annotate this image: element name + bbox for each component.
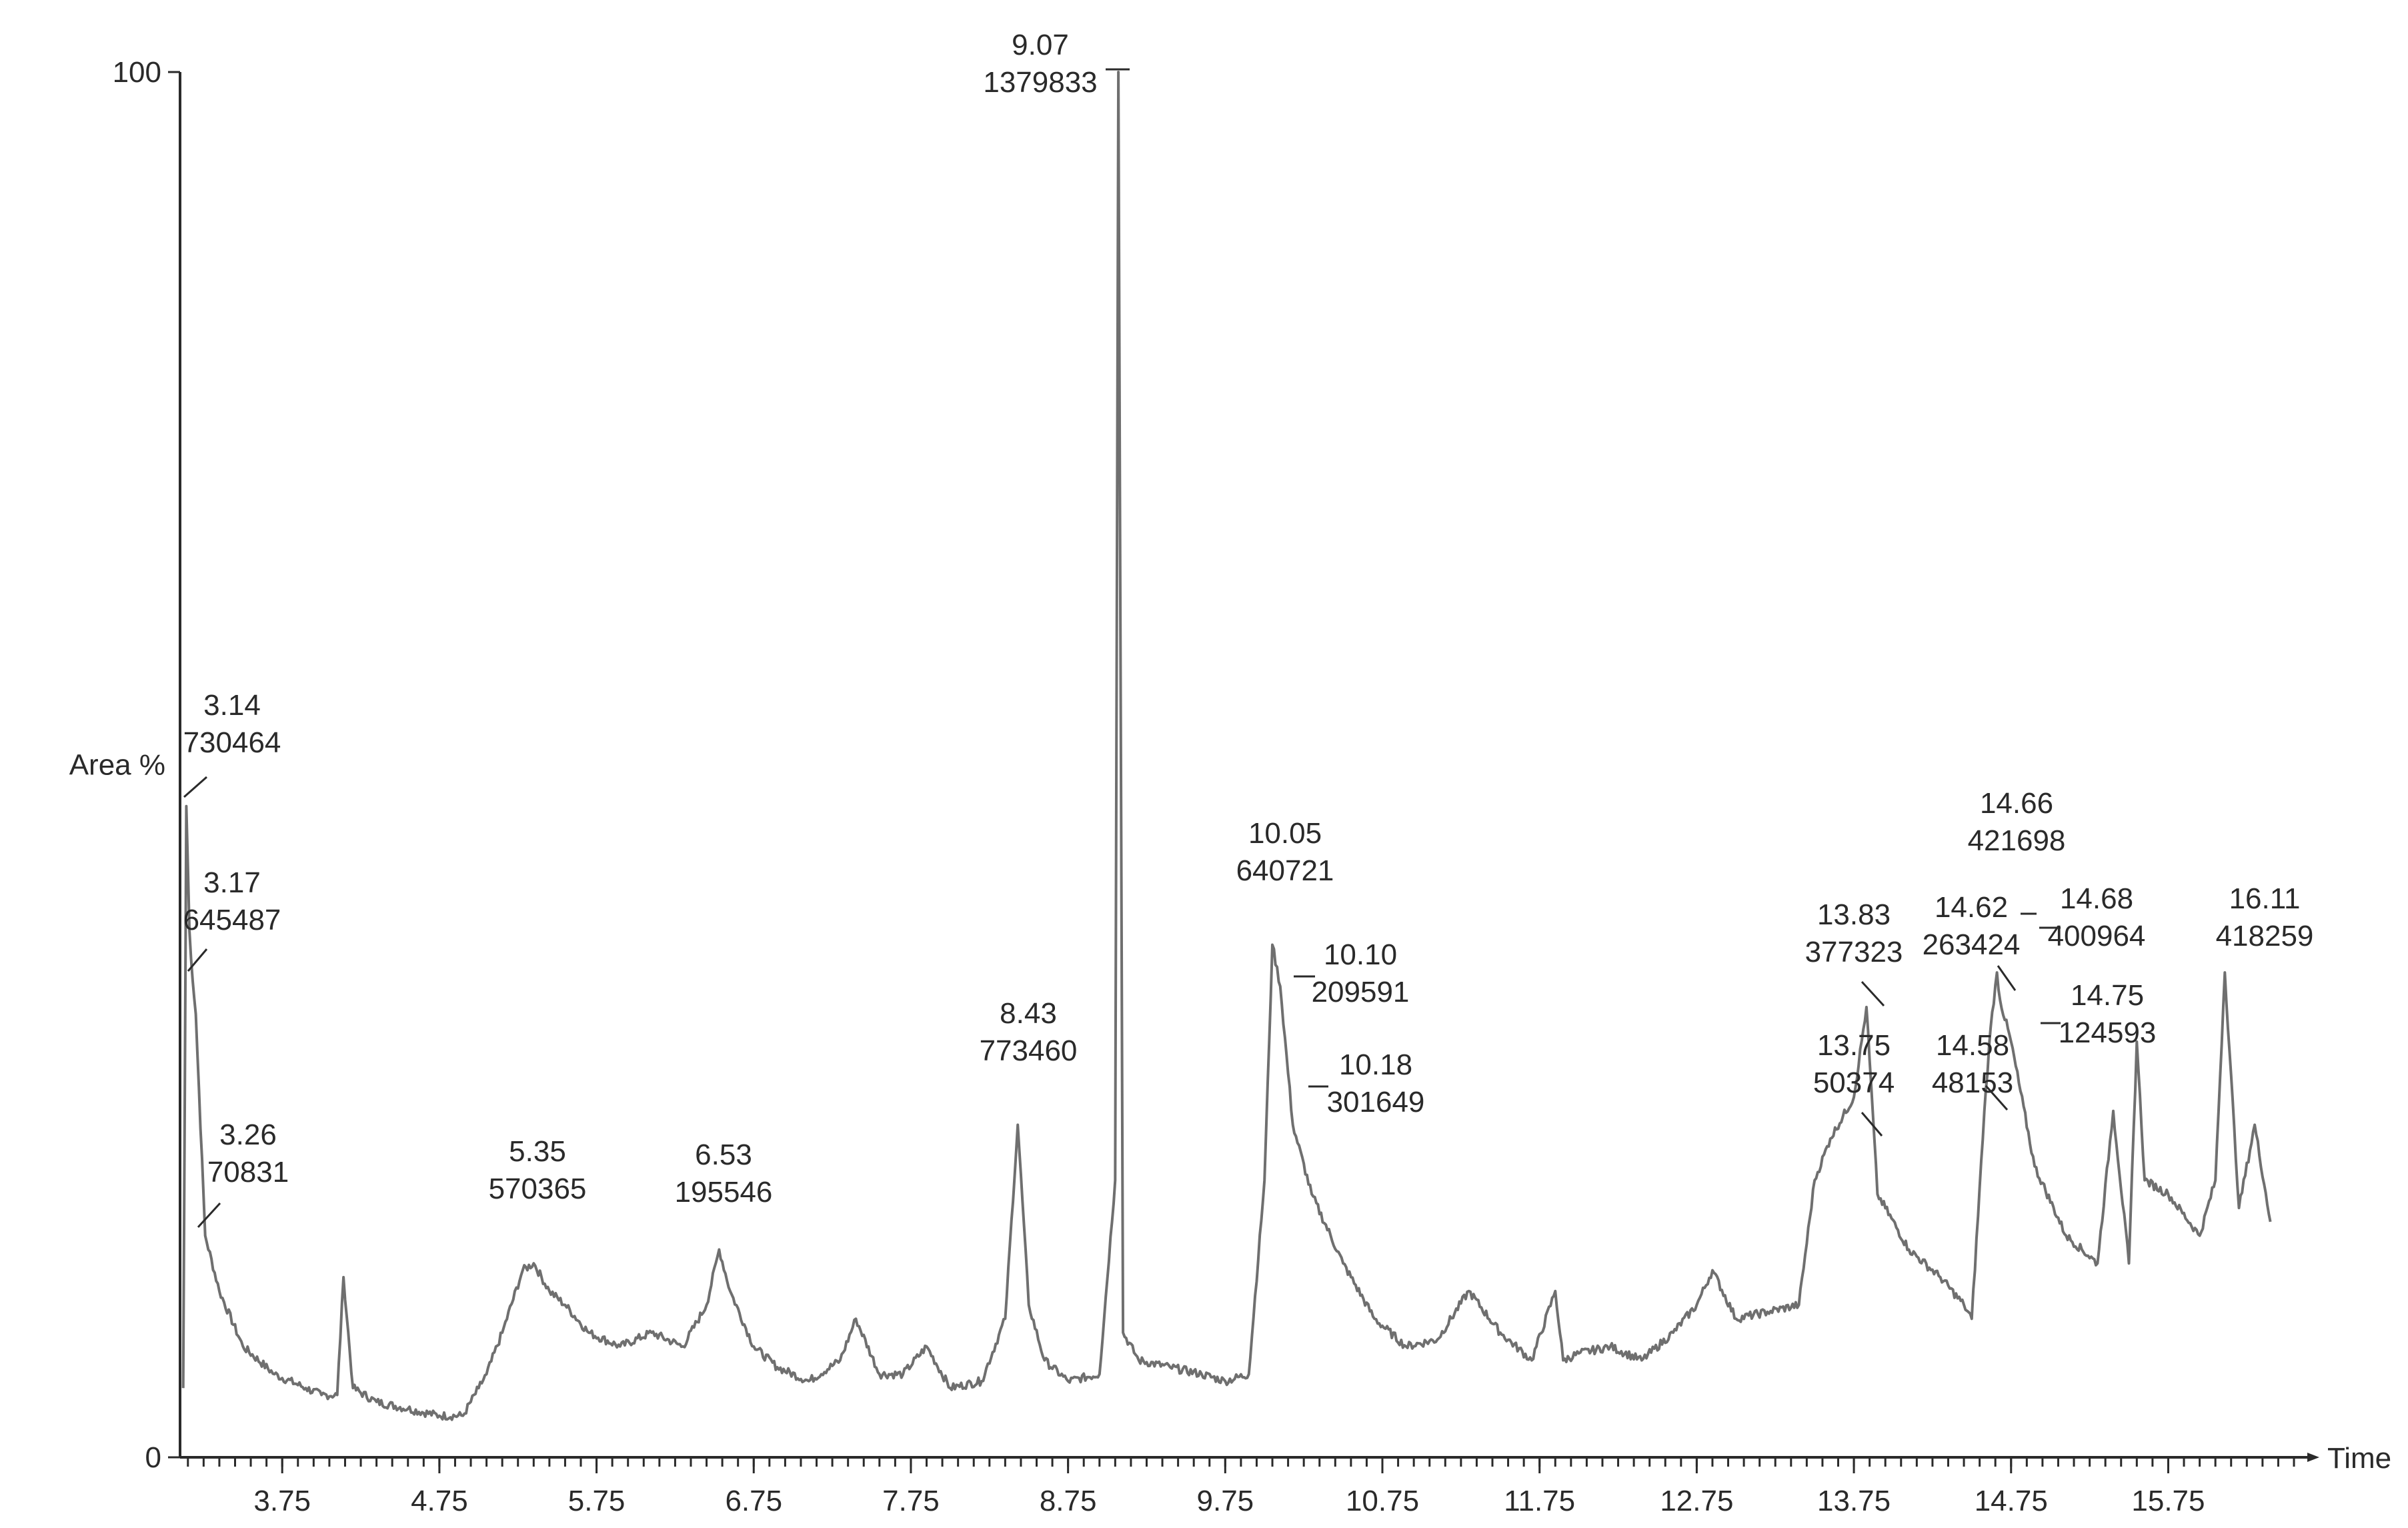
x-axis-arrowhead [2307, 1453, 2319, 1462]
peak-annotation: 14.66 421698 [1968, 787, 2066, 915]
peak-retention-time: 14.62 [1935, 891, 2008, 924]
peak-area-value: 209591 [1312, 976, 1410, 1008]
x-tick-label: 15.75 [2131, 1485, 2205, 1517]
peak-retention-time: 10.10 [1324, 938, 1397, 971]
x-minor-ticks [187, 1457, 2295, 1467]
peak-area-value: 124593 [2059, 1016, 2157, 1049]
peak-annotation: 9.07 1379833 [983, 29, 1130, 99]
x-tick-label: 13.75 [1817, 1485, 1891, 1517]
peak-retention-time: 3.14 [203, 689, 261, 722]
peak-annotation: 3.14 730464 [183, 689, 281, 798]
peak-retention-time: 8.43 [1000, 997, 1057, 1030]
peak-area-value: 418259 [2216, 920, 2314, 952]
peak-retention-time: 6.53 [695, 1138, 752, 1171]
peak-area-value: 48153 [1932, 1066, 2013, 1099]
peak-annotation: 13.83 377323 [1805, 898, 1903, 1007]
peak-leader-line [197, 1202, 221, 1229]
peak-retention-time: 14.66 [1980, 787, 2053, 820]
peak-annotation: 8.43 773460 [980, 997, 1078, 1067]
peak-area-value: 1379833 [983, 66, 1097, 99]
y-axis-label: Area % [69, 749, 165, 782]
peak-retention-time: 3.17 [203, 866, 261, 899]
peak-leader-line [1861, 1112, 1883, 1136]
peak-retention-time: 14.75 [2071, 979, 2144, 1012]
peak-area-value: 195546 [675, 1176, 773, 1209]
peak-annotation: 10.18 301649 [1308, 1048, 1424, 1118]
x-tick-label: 4.75 [411, 1485, 468, 1517]
x-tick-label: 3.75 [253, 1485, 311, 1517]
peak-area-value: 50374 [1813, 1066, 1895, 1099]
y-tick-labels: 0 100 [113, 56, 180, 1474]
peak-annotations: 3.14 730464 3.17 645487 3.26 70831 5.35 570365 6… [183, 29, 2314, 1229]
peak-annotation: 13.75 50374 [1813, 1029, 1895, 1136]
peak-retention-time: 13.83 [1817, 898, 1891, 931]
x-tick-label: 14.75 [1975, 1485, 2048, 1517]
peak-annotation: 14.62 263424 [1923, 891, 2021, 991]
peak-leader-line [1997, 965, 2017, 991]
peak-annotation: 3.17 645487 [183, 866, 281, 972]
peak-area-value: 421698 [1968, 824, 2066, 857]
x-tick-label: 10.75 [1346, 1485, 1419, 1517]
y-tick-label: 0 [145, 1441, 161, 1474]
peak-annotation: 5.35 570365 [489, 1135, 587, 1205]
peak-area-value: 400964 [2048, 920, 2146, 952]
peak-area-value: 570365 [489, 1173, 587, 1205]
peak-area-value: 301649 [1327, 1086, 1425, 1118]
peak-area-value: 377323 [1805, 936, 1903, 968]
peak-area-value: 730464 [183, 726, 281, 759]
peak-annotation: 6.53 195546 [675, 1138, 773, 1209]
x-tick-label: 5.75 [568, 1485, 626, 1517]
peak-leader-line [1985, 1085, 2009, 1110]
peak-annotation: 16.11 418259 [2216, 882, 2314, 952]
peak-retention-time: 5.35 [509, 1135, 566, 1168]
peak-annotation: 3.26 70831 [197, 1118, 289, 1229]
peak-annotation: 10.10 209591 [1294, 938, 1409, 1008]
peak-annotation: 10.05 640721 [1236, 817, 1334, 887]
x-tick-label: 9.75 [1197, 1485, 1254, 1517]
peak-area-value: 263424 [1923, 928, 2021, 961]
peak-retention-time: 3.26 [219, 1118, 277, 1151]
peak-retention-time: 10.18 [1339, 1048, 1412, 1081]
peak-retention-time: 13.75 [1817, 1029, 1891, 1062]
peak-area-value: 640721 [1236, 854, 1334, 887]
x-tick-labels: 3.75 4.75 5.75 6.75 7.75 8.75 9.75 10.75 11.75 12… [253, 1457, 2205, 1517]
x-tick-label: 8.75 [1040, 1485, 1097, 1517]
x-axis-label: Time [2327, 1442, 2391, 1475]
axes [179, 72, 2319, 1462]
peak-retention-time: 14.58 [1936, 1029, 2009, 1062]
peak-area-value: 645487 [183, 904, 281, 936]
peak-annotation: 14.75 124593 [2041, 979, 2156, 1049]
peak-retention-time: 10.05 [1248, 817, 1322, 850]
peak-leader-line [1861, 980, 1885, 1007]
x-tick-label: 6.75 [725, 1485, 782, 1517]
peak-area-value: 773460 [980, 1034, 1078, 1067]
peak-retention-time: 16.11 [2229, 882, 2301, 915]
x-tick-label: 7.75 [882, 1485, 940, 1517]
peak-leader-line [183, 776, 207, 798]
peak-area-value: 70831 [207, 1156, 289, 1189]
x-tick-label: 12.75 [1660, 1485, 1733, 1517]
peak-annotation: 14.58 48153 [1932, 1029, 2013, 1110]
peak-retention-time: 14.68 [2060, 882, 2133, 915]
y-tick-label: 100 [113, 56, 161, 89]
peak-retention-time: 9.07 [1012, 29, 1069, 61]
x-tick-label: 11.75 [1504, 1485, 1575, 1517]
peak-leader-line [187, 948, 208, 972]
peak-annotation: 14.68 400964 [2039, 882, 2145, 952]
chromatogram-trace [181, 71, 2272, 1421]
